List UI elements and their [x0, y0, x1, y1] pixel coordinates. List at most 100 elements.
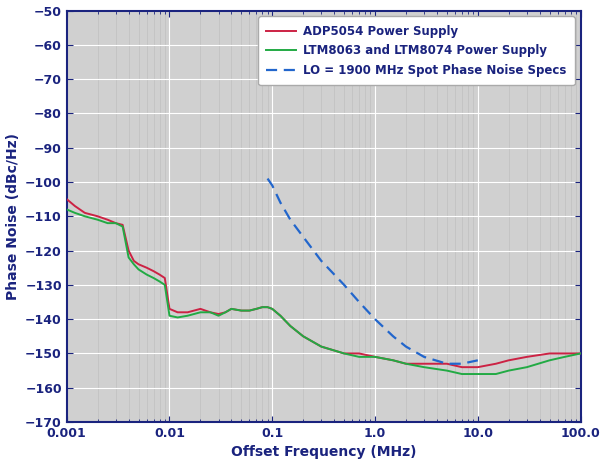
ADP5054 Power Supply	[150, 268, 157, 274]
ADP5054 Power Supply	[228, 306, 235, 312]
LTM8063 and LTM8074 Power Supply	[492, 371, 499, 377]
LTM8063 and LTM8074 Power Supply	[264, 305, 271, 310]
LTM8063 and LTM8074 Power Supply	[546, 358, 553, 363]
LTM8063 and LTM8074 Power Supply	[174, 315, 181, 320]
ADP5054 Power Supply	[458, 365, 465, 370]
LTM8063 and LTM8074 Power Supply	[207, 310, 214, 315]
LTM8063 and LTM8074 Power Supply	[222, 310, 229, 315]
LTM8063 and LTM8074 Power Supply	[135, 266, 142, 272]
LTM8063 and LTM8074 Power Supply	[161, 282, 168, 288]
LTM8063 and LTM8074 Power Supply	[577, 351, 584, 356]
ADP5054 Power Supply	[197, 306, 204, 312]
ADP5054 Power Supply	[238, 308, 245, 313]
LTM8063 and LTM8074 Power Supply	[505, 368, 512, 373]
ADP5054 Power Supply	[561, 351, 568, 356]
LTM8063 and LTM8074 Power Supply	[63, 206, 70, 212]
ADP5054 Power Supply	[318, 344, 325, 349]
ADP5054 Power Supply	[264, 305, 271, 310]
LTM8063 and LTM8074 Power Supply	[356, 354, 363, 359]
ADP5054 Power Supply	[184, 310, 191, 315]
ADP5054 Power Supply	[492, 361, 499, 366]
ADP5054 Power Supply	[94, 213, 101, 219]
LTM8063 and LTM8074 Power Supply	[402, 361, 410, 366]
ADP5054 Power Supply	[390, 358, 397, 363]
ADP5054 Power Supply	[119, 222, 126, 228]
ADP5054 Power Supply	[371, 354, 379, 359]
LTM8063 and LTM8074 Power Supply	[104, 220, 112, 226]
ADP5054 Power Supply	[104, 217, 112, 223]
LTM8063 and LTM8074 Power Supply	[268, 306, 276, 312]
LTM8063 and LTM8074 Power Supply	[390, 358, 397, 363]
ADP5054 Power Supply	[215, 311, 222, 317]
LTM8063 and LTM8074 Power Supply	[277, 313, 284, 319]
ADP5054 Power Supply	[523, 354, 530, 359]
LO = 1900 MHz Spot Phase Noise Specs	[341, 282, 348, 288]
LTM8063 and LTM8074 Power Supply	[259, 305, 266, 310]
LTM8063 and LTM8074 Power Supply	[318, 344, 325, 349]
Line: ADP5054 Power Supply: ADP5054 Power Supply	[67, 199, 581, 367]
ADP5054 Power Supply	[287, 323, 294, 329]
LTM8063 and LTM8074 Power Supply	[143, 272, 150, 278]
LTM8063 and LTM8074 Power Supply	[119, 224, 126, 229]
ADP5054 Power Supply	[253, 306, 260, 312]
Line: LO = 1900 MHz Spot Phase Noise Specs: LO = 1900 MHz Spot Phase Noise Specs	[268, 179, 478, 364]
ADP5054 Power Supply	[259, 305, 266, 310]
LTM8063 and LTM8074 Power Supply	[184, 313, 191, 319]
LO = 1900 MHz Spot Phase Noise Specs	[474, 358, 481, 363]
Line: LTM8063 and LTM8074 Power Supply: LTM8063 and LTM8074 Power Supply	[67, 209, 581, 374]
LTM8063 and LTM8074 Power Supply	[150, 275, 157, 281]
ADP5054 Power Supply	[135, 261, 142, 267]
LTM8063 and LTM8074 Power Supply	[371, 354, 379, 359]
ADP5054 Power Supply	[546, 351, 553, 356]
LO = 1900 MHz Spot Phase Noise Specs	[371, 316, 379, 322]
ADP5054 Power Supply	[421, 361, 428, 366]
LTM8063 and LTM8074 Power Supply	[561, 354, 568, 359]
ADP5054 Power Supply	[268, 306, 276, 312]
ADP5054 Power Supply	[156, 272, 163, 278]
LTM8063 and LTM8074 Power Supply	[246, 308, 253, 313]
Y-axis label: Phase Noise (dBc/Hz): Phase Noise (dBc/Hz)	[5, 133, 19, 300]
ADP5054 Power Supply	[130, 258, 138, 264]
ADP5054 Power Supply	[63, 196, 70, 202]
LTM8063 and LTM8074 Power Supply	[228, 306, 235, 312]
ADP5054 Power Supply	[72, 203, 79, 209]
X-axis label: Offset Frequency (MHz): Offset Frequency (MHz)	[231, 445, 416, 459]
ADP5054 Power Supply	[143, 265, 150, 271]
LTM8063 and LTM8074 Power Supply	[474, 371, 481, 377]
LO = 1900 MHz Spot Phase Noise Specs	[356, 299, 363, 305]
LTM8063 and LTM8074 Power Supply	[72, 210, 79, 216]
LO = 1900 MHz Spot Phase Noise Specs	[390, 333, 397, 339]
LTM8063 and LTM8074 Power Supply	[112, 220, 119, 226]
ADP5054 Power Supply	[207, 310, 214, 315]
LO = 1900 MHz Spot Phase Noise Specs	[402, 344, 410, 349]
Legend: ADP5054 Power Supply, LTM8063 and LTM8074 Power Supply, LO = 1900 MHz Spot Phase: ADP5054 Power Supply, LTM8063 and LTM807…	[258, 16, 574, 85]
LO = 1900 MHz Spot Phase Noise Specs	[421, 354, 428, 359]
LO = 1900 MHz Spot Phase Noise Specs	[277, 200, 284, 206]
LTM8063 and LTM8074 Power Supply	[238, 308, 245, 313]
ADP5054 Power Supply	[474, 365, 481, 370]
ADP5054 Power Supply	[222, 310, 229, 315]
LTM8063 and LTM8074 Power Supply	[156, 279, 163, 284]
LO = 1900 MHz Spot Phase Noise Specs	[318, 258, 325, 264]
ADP5054 Power Supply	[174, 310, 181, 315]
ADP5054 Power Supply	[402, 361, 410, 366]
LTM8063 and LTM8074 Power Supply	[197, 310, 204, 315]
LO = 1900 MHz Spot Phase Noise Specs	[443, 361, 450, 366]
LTM8063 and LTM8074 Power Supply	[458, 371, 465, 377]
LTM8063 and LTM8074 Power Supply	[341, 351, 348, 356]
ADP5054 Power Supply	[166, 306, 173, 312]
LTM8063 and LTM8074 Power Supply	[287, 323, 294, 329]
ADP5054 Power Supply	[356, 351, 363, 356]
LO = 1900 MHz Spot Phase Noise Specs	[299, 234, 307, 239]
LTM8063 and LTM8074 Power Supply	[215, 313, 222, 319]
LTM8063 and LTM8074 Power Supply	[130, 261, 138, 267]
LTM8063 and LTM8074 Power Supply	[523, 365, 530, 370]
ADP5054 Power Supply	[505, 358, 512, 363]
LTM8063 and LTM8074 Power Supply	[443, 368, 450, 373]
LTM8063 and LTM8074 Power Supply	[125, 255, 132, 260]
LO = 1900 MHz Spot Phase Noise Specs	[268, 183, 276, 188]
LO = 1900 MHz Spot Phase Noise Specs	[458, 361, 465, 366]
LTM8063 and LTM8074 Power Supply	[421, 365, 428, 370]
ADP5054 Power Supply	[246, 308, 253, 313]
LTM8063 and LTM8074 Power Supply	[81, 213, 88, 219]
